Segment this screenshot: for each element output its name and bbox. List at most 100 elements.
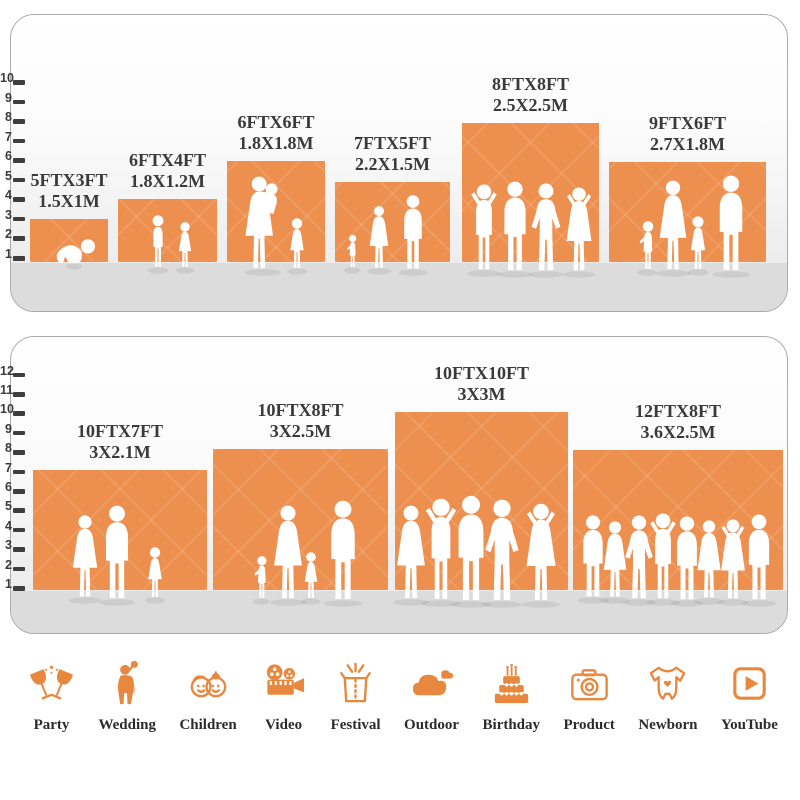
bar-size-label: 10FTX7FT 3X2.1M [77, 421, 163, 463]
tick-mark [13, 177, 25, 183]
category-label: Birthday [482, 717, 541, 733]
bar-size-m: 3X2.5M [269, 421, 332, 441]
bar-size-label: 7FTX5FT 2.2X1.5M [354, 133, 431, 175]
category-label: Wedding [98, 717, 156, 733]
tick-number: 6 [5, 480, 12, 494]
axis-tick: 10 [0, 72, 30, 88]
tick-mark [13, 527, 25, 533]
youtube-icon [726, 660, 773, 707]
tick-mark [13, 372, 25, 378]
wedding-icon [104, 660, 151, 707]
bar-size-label: 8FTX8FT 2.5X2.5M [492, 74, 569, 116]
axis-tick: 12 [0, 363, 30, 381]
category-icons-row: Party Wedding Children Video Festival Outdoor… [28, 660, 778, 734]
backdrop-bar [213, 449, 388, 590]
category-label: Children [179, 717, 237, 733]
backdrop-bar [33, 470, 207, 590]
axis-tick: 7 [0, 129, 30, 147]
tick-mark [13, 489, 25, 494]
axis-tick: 10 [0, 403, 30, 419]
festival-icon [332, 660, 379, 707]
bar-size-ft: 10FTX8FT [257, 400, 344, 420]
bar-size-label: 12FTX8FT 3.6X2.5M [635, 401, 721, 443]
axis-tick: 4 [0, 189, 30, 205]
tick-number: 3 [5, 538, 12, 553]
tick-mark [13, 411, 25, 416]
axis-tick: 3 [0, 539, 30, 555]
tick-number: 7 [5, 129, 12, 144]
category-item-wedding: Wedding [98, 660, 156, 734]
tick-mark [13, 566, 25, 572]
floor-band [11, 263, 787, 311]
tick-number: 10 [0, 402, 14, 417]
bar-size-ft: 6FTX6FT [237, 112, 315, 132]
backdrop-bar [462, 123, 599, 262]
backdrop-bar [573, 450, 783, 590]
tick-mark [13, 430, 25, 436]
backdrop-bar [227, 161, 325, 262]
bar-size-m: 2.5X2.5M [492, 95, 568, 115]
birthday-icon [488, 660, 535, 707]
tick-mark [13, 119, 25, 124]
bar-size-label: 5FTX3FT 1.5X1M [30, 170, 107, 212]
category-item-festival: Festival [331, 660, 381, 734]
tick-number: 12 [0, 363, 14, 378]
tick-mark [13, 547, 25, 552]
category-label: Festival [330, 717, 381, 733]
category-label: Outdoor [404, 717, 460, 733]
tick-number: 9 [5, 90, 12, 105]
video-icon [260, 660, 307, 707]
axis-tick: 8 [0, 442, 30, 458]
tick-mark [13, 256, 25, 261]
axis-tick: 1 [0, 578, 30, 594]
tick-mark [13, 586, 25, 591]
category-item-newborn: Newborn [638, 660, 698, 734]
bar-size-ft: 10FTX10FT [433, 363, 530, 383]
bar-size-label: 9FTX6FT 2.7X1.8M [649, 113, 726, 155]
tick-mark [13, 80, 25, 85]
tick-mark [13, 197, 25, 202]
axis-tick: 7 [0, 460, 30, 478]
tick-number: 5 [5, 499, 12, 514]
tick-number: 2 [5, 227, 12, 242]
bar-size-ft: 10FTX7FT [76, 421, 164, 441]
bar-size-m: 2.2X1.5M [354, 154, 430, 174]
axis-tick: 5 [0, 168, 30, 186]
bar-size-label: 6FTX4FT 1.8X1.2M [129, 150, 206, 192]
tick-number: 1 [5, 247, 12, 261]
tick-number: 5 [5, 168, 12, 183]
party-icon [28, 660, 75, 707]
bar-size-ft: 7FTX5FT [353, 133, 432, 153]
bar-size-label: 6FTX6FT 1.8X1.8M [237, 112, 314, 154]
tick-number: 8 [5, 110, 12, 125]
product-icon [566, 660, 613, 707]
category-item-outdoor: Outdoor [404, 660, 459, 734]
outdoor-icon [408, 660, 455, 707]
category-label: Newborn [638, 717, 698, 733]
category-label: YouTube [720, 717, 778, 733]
axis-tick: 9 [0, 421, 30, 439]
axis-tick: 5 [0, 500, 30, 516]
bar-size-m: 3X3M [457, 384, 506, 404]
bar-size-ft: 12FTX8FT [634, 401, 722, 421]
tick-number: 4 [5, 188, 12, 203]
bar-size-ft: 9FTX6FT [648, 113, 727, 133]
bar-size-m: 3X2.1M [89, 442, 151, 462]
tick-mark [13, 392, 25, 397]
tick-number: 4 [5, 518, 12, 533]
backdrop-bar [609, 162, 766, 262]
axis-tick: 2 [0, 228, 30, 244]
backdrop-bar [395, 412, 568, 590]
tick-number: 7 [5, 460, 12, 475]
tick-number: 3 [5, 207, 12, 222]
tick-mark [13, 450, 25, 455]
backdrop-bar [30, 219, 108, 262]
axis-tick: 9 [0, 90, 30, 108]
bar-size-m: 3.6X2.5M [640, 422, 716, 442]
category-item-product: Product [563, 660, 615, 734]
tick-number: 1 [5, 577, 12, 591]
bar-size-m: 1.8X1.8M [238, 133, 314, 153]
tick-number: 9 [5, 421, 12, 436]
bar-size-ft: 5FTX3FT [30, 170, 108, 190]
